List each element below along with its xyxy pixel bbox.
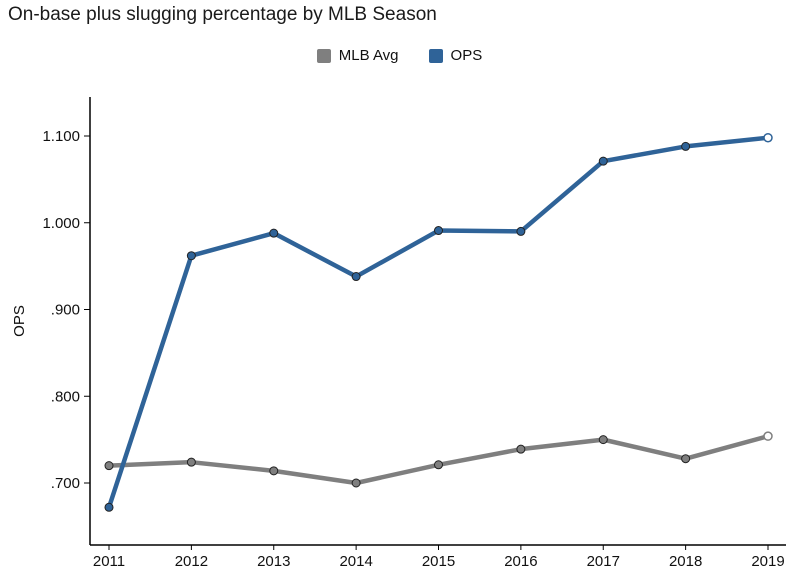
data-point-ops[interactable] bbox=[186, 251, 196, 261]
data-point-ops[interactable] bbox=[516, 226, 526, 236]
x-tick-label: 2014 bbox=[339, 553, 372, 570]
series-line-mlb-avg bbox=[106, 433, 771, 486]
x-tick-label: 2017 bbox=[587, 553, 620, 570]
data-point-mlb-avg[interactable] bbox=[351, 478, 361, 488]
x-tick-label: 2019 bbox=[751, 553, 784, 570]
data-point-mlb-avg[interactable] bbox=[598, 435, 608, 445]
data-point-mlb-avg[interactable] bbox=[434, 460, 443, 470]
data-point-ops[interactable] bbox=[351, 272, 361, 282]
y-tick-label: 1.000 bbox=[42, 215, 80, 232]
legend-swatch-mlb-avg bbox=[316, 48, 331, 63]
y-tick-label: 1.100 bbox=[42, 128, 80, 145]
data-point-mlb-avg[interactable] bbox=[763, 431, 773, 441]
data-point-ops[interactable] bbox=[598, 156, 608, 166]
legend-swatch-ops bbox=[428, 48, 443, 63]
x-tick-label: 2011 bbox=[93, 553, 125, 570]
data-point-mlb-avg[interactable] bbox=[186, 457, 196, 467]
legend-label-mlb-avg: MLB Avg bbox=[338, 47, 399, 64]
data-point-ops[interactable] bbox=[434, 226, 443, 236]
legend-label-ops: OPS bbox=[450, 47, 483, 64]
legend-item-mlb-avg[interactable]: MLB Avg bbox=[316, 47, 399, 64]
y-tick-label: .700 bbox=[51, 475, 80, 492]
data-point-ops[interactable] bbox=[763, 132, 773, 143]
data-point-ops[interactable] bbox=[104, 502, 114, 512]
x-tick-label: 2015 bbox=[422, 553, 455, 570]
data-point-ops[interactable] bbox=[681, 141, 691, 151]
x-tick-label: 2013 bbox=[257, 553, 290, 570]
x-tick-label: 2016 bbox=[504, 553, 537, 570]
data-point-ops[interactable] bbox=[269, 228, 279, 238]
data-point-mlb-avg[interactable] bbox=[269, 466, 279, 476]
data-point-mlb-avg[interactable] bbox=[516, 444, 526, 454]
x-tick-label: 2018 bbox=[669, 553, 702, 570]
x-tick-label: 2012 bbox=[175, 553, 208, 570]
legend: MLB Avg OPS bbox=[0, 47, 799, 64]
y-tick-label: .900 bbox=[51, 302, 80, 319]
series-line-ops bbox=[106, 135, 771, 510]
legend-item-ops[interactable]: OPS bbox=[428, 47, 483, 64]
chart-title: On-base plus slugging percentage by MLB … bbox=[8, 4, 437, 25]
data-point-mlb-avg[interactable] bbox=[681, 454, 691, 464]
y-axis-title: OPS bbox=[11, 305, 28, 337]
data-point-mlb-avg[interactable] bbox=[104, 461, 114, 471]
y-tick-label: .800 bbox=[51, 388, 80, 405]
